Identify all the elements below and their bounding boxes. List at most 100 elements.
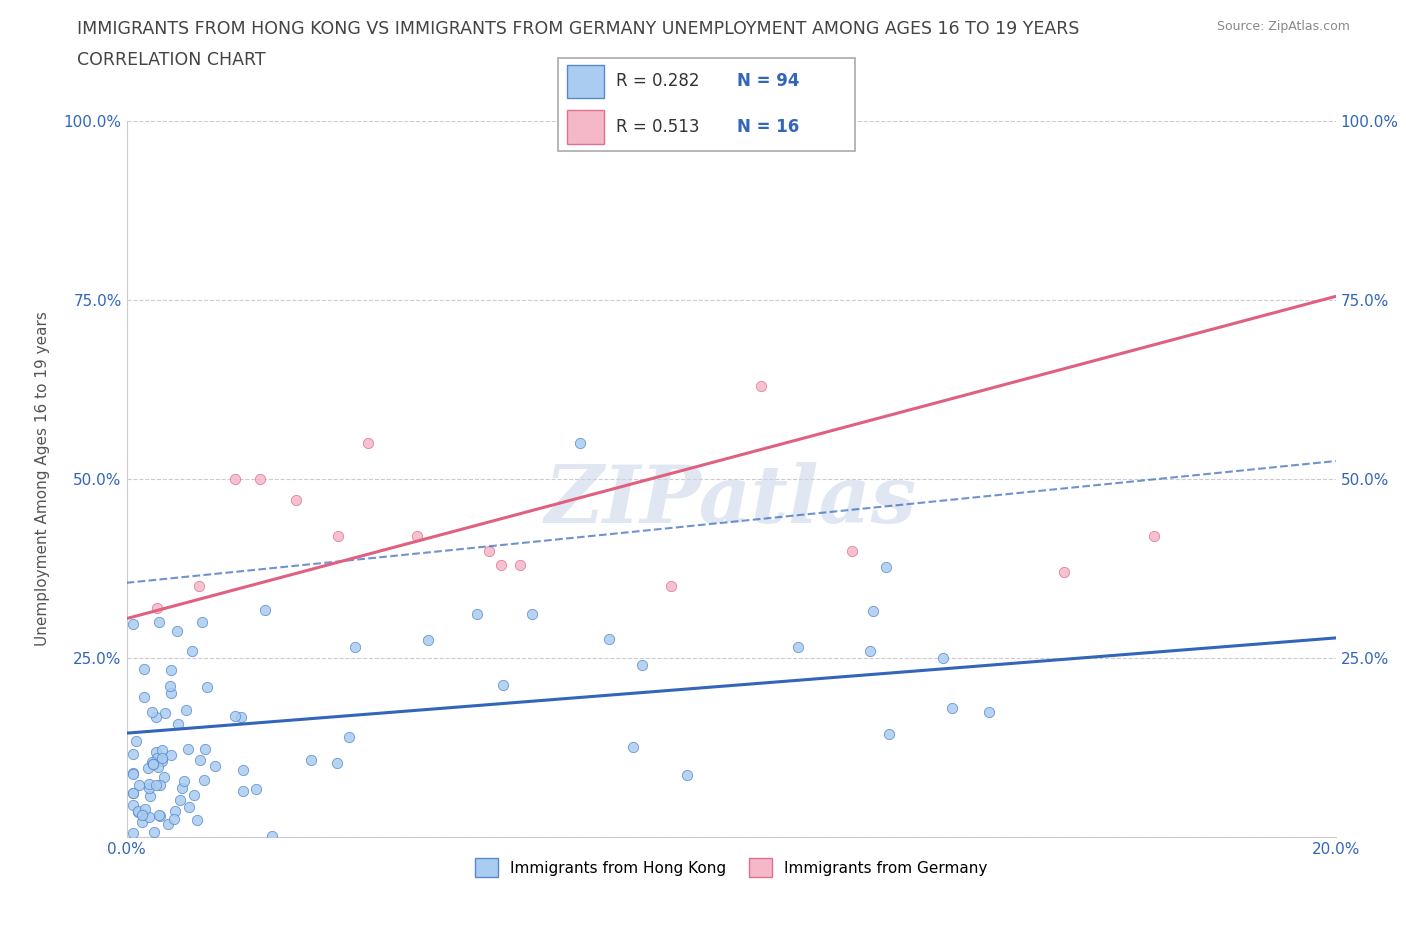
Point — [224, 708, 246, 723]
Point — [786, 640, 808, 655]
Point — [167, 716, 190, 731]
Point — [467, 606, 489, 621]
Point — [121, 786, 143, 801]
Point — [204, 759, 226, 774]
Point — [249, 472, 271, 486]
Point — [676, 767, 699, 782]
Point — [492, 678, 515, 693]
Point — [193, 773, 215, 788]
Point — [979, 704, 1001, 719]
Point — [153, 770, 176, 785]
Point — [877, 727, 900, 742]
Point — [509, 557, 531, 572]
Point — [598, 631, 620, 646]
Point — [491, 557, 513, 572]
Point — [254, 603, 277, 618]
Point — [150, 753, 173, 768]
Point — [141, 705, 163, 720]
Point — [160, 685, 183, 700]
Point — [180, 644, 202, 658]
Text: Source: ZipAtlas.com: Source: ZipAtlas.com — [1216, 20, 1350, 33]
Point — [173, 774, 195, 789]
Y-axis label: Unemployment Among Ages 16 to 19 years: Unemployment Among Ages 16 to 19 years — [35, 312, 49, 646]
Point — [121, 826, 143, 841]
Point — [121, 786, 143, 801]
Point — [122, 617, 145, 631]
Point — [127, 804, 149, 819]
Point — [478, 543, 501, 558]
Point — [128, 777, 150, 792]
Point — [132, 806, 155, 821]
Point — [149, 808, 172, 823]
Point — [145, 710, 167, 724]
Text: R = 0.513: R = 0.513 — [616, 118, 699, 136]
Point — [127, 804, 149, 818]
Point — [337, 730, 360, 745]
Point — [160, 663, 183, 678]
Point — [195, 680, 218, 695]
Point — [621, 739, 644, 754]
Point — [122, 766, 145, 781]
Point — [145, 745, 167, 760]
Point — [326, 529, 350, 544]
Point — [862, 604, 884, 618]
FancyBboxPatch shape — [568, 111, 603, 144]
Point — [751, 379, 773, 393]
Point — [134, 662, 156, 677]
Point — [138, 777, 160, 791]
Point — [145, 777, 167, 792]
Point — [405, 529, 427, 544]
Point — [659, 578, 682, 594]
Point — [152, 751, 174, 765]
Point — [131, 815, 153, 830]
Point — [136, 761, 159, 776]
Point — [568, 435, 592, 450]
Point — [146, 760, 169, 775]
Text: ZIPatlas: ZIPatlas — [546, 461, 917, 539]
Point — [284, 493, 307, 508]
Point — [153, 705, 176, 720]
Point — [156, 817, 179, 831]
Point — [232, 783, 254, 798]
Point — [149, 777, 172, 792]
Point — [134, 801, 156, 816]
Point — [131, 807, 153, 822]
Point — [875, 559, 897, 574]
Point — [520, 607, 543, 622]
Point — [224, 472, 246, 486]
Text: CORRELATION CHART: CORRELATION CHART — [77, 51, 266, 69]
Point — [138, 781, 160, 796]
Point — [165, 804, 187, 818]
Point — [932, 650, 955, 665]
Point — [138, 789, 160, 804]
Point — [188, 578, 211, 594]
Point — [183, 788, 205, 803]
Point — [245, 782, 267, 797]
Point — [232, 763, 254, 777]
Point — [150, 742, 173, 757]
Point — [138, 809, 160, 824]
Point — [186, 813, 208, 828]
Text: IMMIGRANTS FROM HONG KONG VS IMMIGRANTS FROM GERMANY UNEMPLOYMENT AMONG AGES 16 : IMMIGRANTS FROM HONG KONG VS IMMIGRANTS … — [77, 20, 1080, 38]
FancyBboxPatch shape — [558, 58, 855, 152]
Point — [631, 658, 654, 672]
Text: N = 16: N = 16 — [737, 118, 799, 136]
Point — [326, 756, 349, 771]
Point — [142, 757, 165, 772]
Point — [343, 640, 366, 655]
Point — [841, 543, 863, 558]
Point — [160, 747, 183, 762]
Point — [1053, 565, 1076, 579]
Point — [142, 756, 165, 771]
Text: N = 94: N = 94 — [737, 73, 799, 90]
Point — [143, 825, 166, 840]
Point — [121, 798, 143, 813]
Point — [177, 741, 200, 756]
Point — [125, 734, 148, 749]
Point — [416, 633, 439, 648]
Point — [1143, 529, 1166, 544]
Point — [260, 829, 283, 844]
FancyBboxPatch shape — [568, 64, 603, 98]
Point — [357, 435, 380, 450]
Point — [176, 702, 198, 717]
